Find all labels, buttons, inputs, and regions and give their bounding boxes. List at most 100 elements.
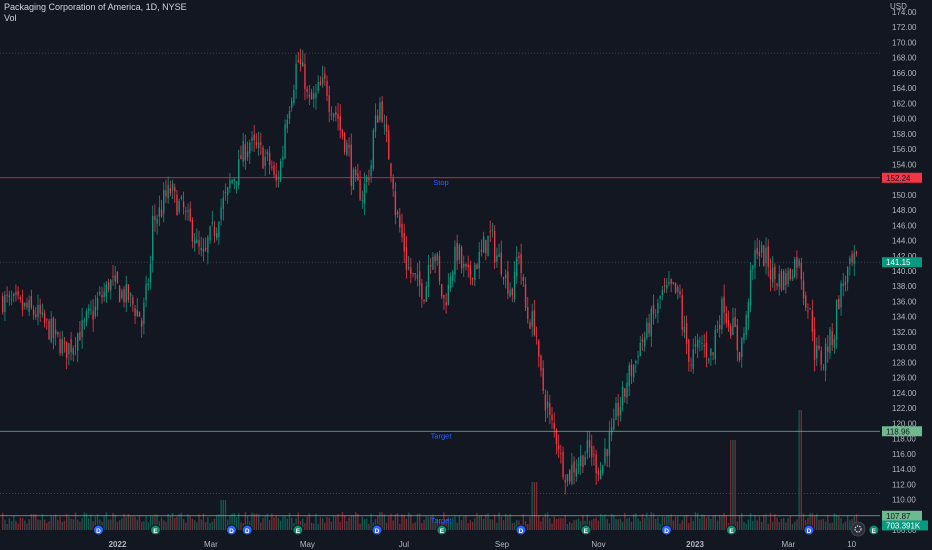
candle-body [591, 446, 593, 458]
candle-body [776, 283, 778, 286]
y-tick-label: 120.00 [892, 419, 917, 428]
symbol-title[interactable]: Packaging Corporation of America, 1D, NY… [4, 2, 187, 12]
dividend-marker[interactable] [241, 524, 253, 536]
volume-bar [551, 523, 553, 530]
volume-bar [564, 514, 566, 530]
volume-bar [496, 522, 498, 530]
candle-body [749, 269, 752, 306]
y-tick-label: 160.00 [892, 115, 917, 124]
volume-bar [176, 516, 178, 530]
volume-bar [844, 521, 847, 530]
candle-body [769, 270, 772, 280]
candle-body [352, 169, 355, 190]
volume-bar [392, 520, 394, 530]
dividend-marker[interactable] [93, 524, 105, 536]
volume-bar [646, 512, 648, 530]
volume-bar [260, 522, 262, 530]
volume-bar [677, 516, 679, 530]
candle-body [35, 314, 37, 317]
volume-bar [317, 523, 319, 530]
candle-body [77, 333, 79, 351]
candle-body [341, 129, 344, 137]
volume-bar [216, 514, 218, 530]
dividend-marker[interactable] [661, 524, 673, 536]
candle-body [264, 157, 266, 166]
volume-bar [291, 517, 293, 530]
candle-body [663, 285, 666, 287]
volume-bar [394, 514, 397, 530]
volume-bar [540, 521, 542, 530]
dividend-marker[interactable] [515, 524, 527, 536]
volume-bar [253, 513, 255, 530]
candle-body [4, 294, 6, 312]
candle-body [59, 339, 61, 354]
candle-body [116, 271, 119, 283]
volume-bar [681, 520, 683, 530]
volume-bar [390, 513, 392, 530]
volume-bar [621, 521, 624, 530]
volume-bar [396, 513, 399, 530]
volume-bar [134, 516, 136, 530]
earnings-marker[interactable] [868, 524, 880, 536]
volume-bar [220, 500, 222, 530]
candle-body [599, 470, 602, 479]
earnings-marker[interactable] [292, 524, 304, 536]
volume-bar [659, 523, 661, 530]
volume-bar [425, 516, 427, 530]
volume-bar [769, 512, 772, 530]
level-price-badge [882, 172, 922, 183]
candle-body [123, 289, 125, 302]
candle-body [730, 326, 732, 336]
candle-body [79, 331, 81, 341]
volume-bar [127, 513, 130, 530]
candle-body [677, 286, 679, 293]
volume-bar [829, 523, 831, 530]
candle-body [743, 332, 745, 341]
volume-bar [575, 519, 577, 530]
candle-body [842, 283, 844, 287]
volume-indicator-label[interactable]: Vol [4, 13, 17, 23]
candle-body [500, 252, 502, 275]
earnings-marker[interactable] [149, 524, 161, 536]
candle-body [363, 184, 366, 204]
volume-bar [302, 518, 304, 530]
y-tick-label: 162.00 [892, 99, 917, 108]
x-axis[interactable]: 2022 Mar May Jul Sep Nov 2023 Mar 10 [109, 540, 857, 549]
candle-body [182, 201, 185, 208]
volume-bar [632, 514, 635, 530]
volume-bar [145, 515, 147, 530]
volume-bar [502, 519, 505, 530]
gear-icon [854, 525, 862, 533]
volume-bar [595, 517, 597, 530]
candle-body [251, 137, 253, 141]
candle-body [388, 130, 390, 160]
volume-bar [599, 513, 602, 530]
candle-body [668, 282, 670, 284]
settings-gear-button[interactable] [850, 521, 866, 537]
volume-bar [827, 514, 829, 530]
earnings-marker[interactable] [436, 524, 448, 536]
volume-bar [189, 515, 191, 530]
dividend-marker[interactable] [803, 524, 815, 536]
volume-bar [760, 522, 763, 530]
candle-body [140, 320, 143, 327]
volume-bar [149, 515, 152, 530]
candle-body [551, 414, 553, 421]
candle-body [346, 143, 348, 155]
volume-bar [791, 523, 794, 530]
candle-body [202, 248, 205, 252]
candle-body [476, 264, 478, 270]
volume-bar [531, 482, 533, 530]
earnings-marker[interactable] [580, 524, 592, 536]
dividend-marker[interactable] [225, 524, 237, 536]
candle-body [328, 95, 330, 112]
candle-body [229, 179, 231, 189]
candle-body [710, 348, 712, 356]
volume-bar [165, 521, 167, 530]
candle-body [546, 401, 549, 408]
volume-bar [529, 516, 531, 530]
earnings-marker[interactable] [725, 524, 737, 536]
candle-body [542, 368, 544, 391]
dividend-marker[interactable] [371, 524, 383, 536]
